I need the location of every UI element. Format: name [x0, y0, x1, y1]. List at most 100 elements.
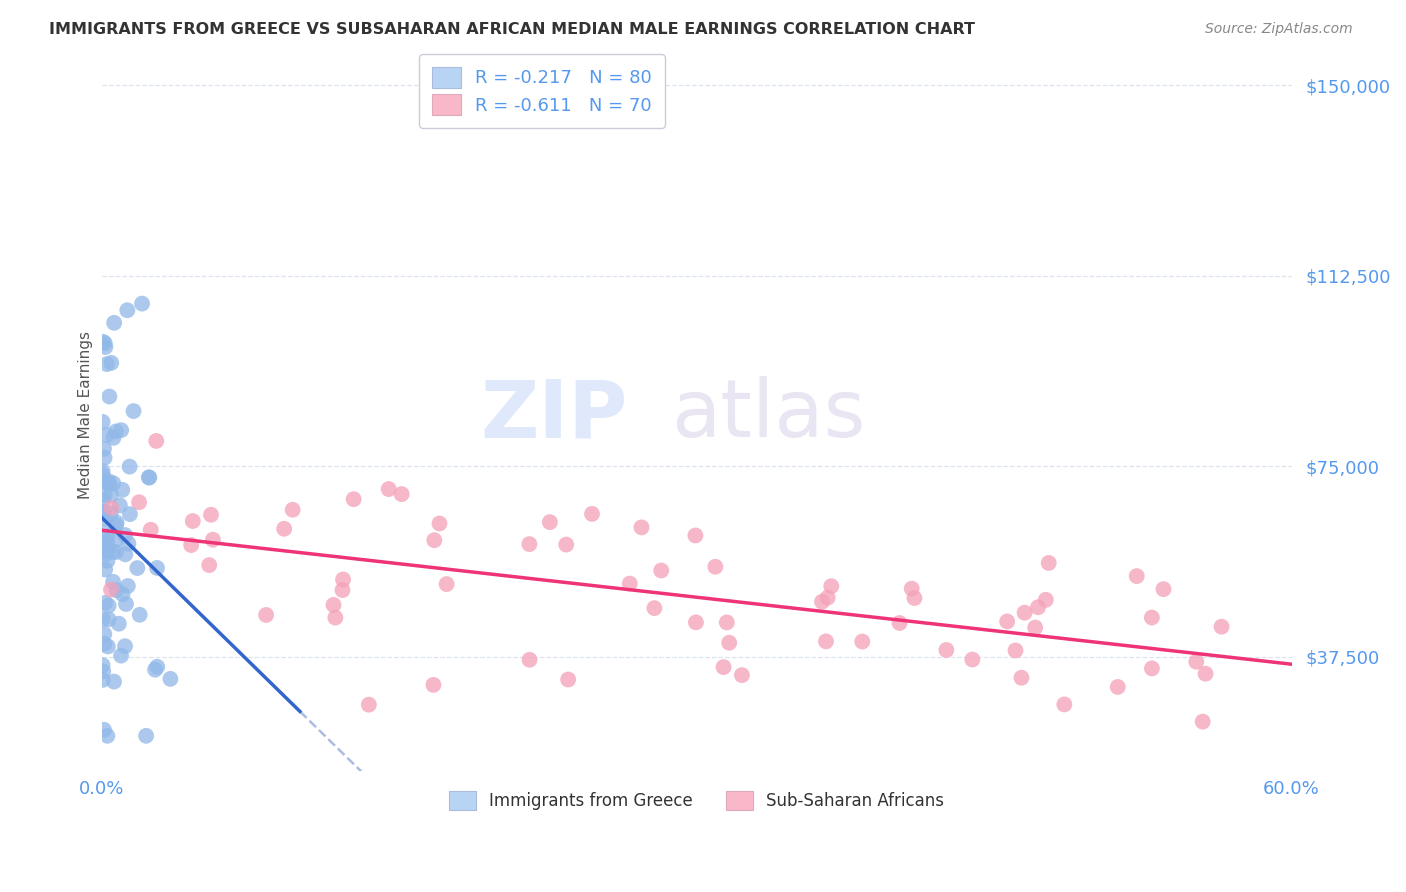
Point — [97, 612, 120, 626]
Point — [995, 615, 1018, 629]
Point — [135, 729, 157, 743]
Point — [903, 591, 925, 605]
Point — [96, 534, 118, 549]
Point — [93, 637, 115, 651]
Point — [128, 607, 150, 622]
Y-axis label: Median Male Earnings: Median Male Earnings — [79, 332, 93, 500]
Point — [105, 518, 128, 533]
Point — [332, 573, 354, 587]
Point — [422, 678, 444, 692]
Point — [889, 615, 911, 630]
Point — [97, 475, 120, 489]
Point — [377, 482, 399, 496]
Point — [201, 533, 224, 547]
Point — [814, 634, 837, 648]
Point — [117, 303, 139, 318]
Point — [105, 533, 128, 547]
Point — [98, 390, 121, 404]
Point — [91, 464, 114, 478]
Point — [357, 698, 380, 712]
Point — [104, 425, 127, 439]
Point — [557, 673, 579, 687]
Point — [93, 541, 115, 555]
Point — [146, 660, 169, 674]
Point — [429, 516, 451, 531]
Point — [103, 431, 125, 445]
Point — [122, 404, 145, 418]
Point — [851, 634, 873, 648]
Point — [100, 488, 122, 502]
Point — [200, 508, 222, 522]
Text: Source: ZipAtlas.com: Source: ZipAtlas.com — [1205, 22, 1353, 37]
Point — [127, 561, 149, 575]
Point — [91, 334, 114, 349]
Point — [555, 538, 578, 552]
Point — [145, 434, 167, 448]
Point — [685, 615, 707, 630]
Point — [731, 668, 754, 682]
Point — [198, 558, 221, 573]
Point — [93, 627, 115, 641]
Point — [96, 543, 118, 558]
Point — [97, 599, 120, 613]
Point — [1191, 714, 1213, 729]
Point — [1185, 655, 1208, 669]
Point — [94, 562, 117, 576]
Point — [143, 663, 166, 677]
Point — [91, 508, 114, 522]
Point — [96, 729, 118, 743]
Point — [114, 547, 136, 561]
Point — [1053, 698, 1076, 712]
Point — [1140, 610, 1163, 624]
Point — [96, 547, 118, 561]
Point — [98, 477, 121, 491]
Point — [322, 598, 344, 612]
Point — [1038, 556, 1060, 570]
Point — [935, 643, 957, 657]
Text: atlas: atlas — [671, 376, 865, 455]
Point — [1211, 620, 1233, 634]
Point — [103, 674, 125, 689]
Point — [650, 564, 672, 578]
Point — [100, 500, 122, 515]
Point — [704, 559, 727, 574]
Point — [108, 616, 131, 631]
Point — [94, 488, 117, 502]
Point — [131, 296, 153, 310]
Point — [1035, 592, 1057, 607]
Point — [181, 514, 204, 528]
Point — [115, 597, 138, 611]
Point — [118, 459, 141, 474]
Point — [93, 505, 115, 519]
Point — [91, 658, 114, 673]
Point — [93, 450, 115, 465]
Point — [643, 601, 665, 615]
Point — [820, 579, 842, 593]
Point — [91, 467, 114, 482]
Point — [159, 672, 181, 686]
Point — [100, 582, 122, 597]
Point — [91, 493, 114, 508]
Point — [180, 538, 202, 552]
Point — [117, 579, 139, 593]
Point — [281, 502, 304, 516]
Point — [93, 723, 115, 737]
Point — [713, 660, 735, 674]
Point — [1107, 680, 1129, 694]
Point — [332, 582, 354, 597]
Point — [94, 596, 117, 610]
Legend: Immigrants from Greece, Sub-Saharan Africans: Immigrants from Greece, Sub-Saharan Afri… — [443, 784, 950, 816]
Point — [91, 673, 114, 687]
Point — [1140, 661, 1163, 675]
Point — [716, 615, 738, 630]
Point — [538, 515, 561, 529]
Point — [96, 357, 118, 371]
Text: ZIP: ZIP — [481, 376, 627, 455]
Point — [718, 636, 741, 650]
Point — [96, 554, 118, 568]
Point — [108, 499, 131, 513]
Point — [581, 507, 603, 521]
Point — [900, 582, 922, 596]
Point — [343, 492, 366, 507]
Point — [91, 415, 114, 429]
